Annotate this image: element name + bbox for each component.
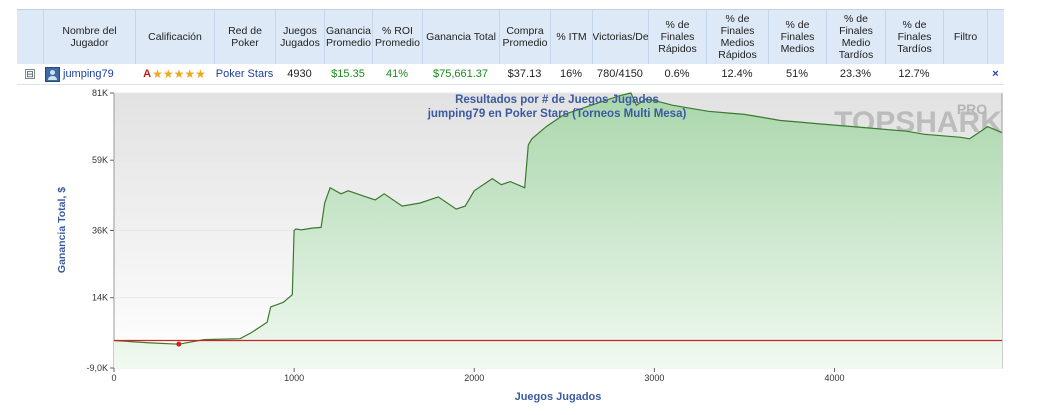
y-tick-label: -9,0K bbox=[86, 363, 108, 373]
wins-cell: 780/4150 bbox=[597, 68, 643, 80]
y-tick-label: 14K bbox=[92, 293, 108, 303]
col-avg-profit[interactable]: Ganancia Promedio bbox=[324, 10, 372, 64]
player-cell: jumping79 bbox=[45, 64, 135, 84]
x-tick-label: 4000 bbox=[824, 373, 844, 383]
total-profit-cell: $75,661.37 bbox=[432, 68, 489, 80]
col-mid-late-finish[interactable]: % de Finales Medio Tardíos bbox=[826, 10, 885, 64]
data-point-marker[interactable] bbox=[176, 341, 182, 347]
roi-cell: 41% bbox=[385, 68, 409, 80]
y-tick-label: 59K bbox=[92, 155, 108, 165]
mid-finish-cell: 51% bbox=[785, 68, 809, 80]
x-tick-label: 2000 bbox=[464, 373, 484, 383]
star-icon: ★ bbox=[195, 67, 206, 81]
rating-cell: A ★★★★★ bbox=[135, 64, 214, 84]
mid-late-finish-cell: 23.3% bbox=[839, 68, 872, 80]
col-wins[interactable]: Victorias/De bbox=[592, 10, 648, 64]
star-icon: ★ bbox=[173, 67, 185, 81]
col-mid-early-finish[interactable]: % de Finales Medios Rápidos bbox=[706, 10, 768, 64]
network-cell: Poker Stars bbox=[215, 68, 274, 80]
col-roi[interactable]: % ROI Promedio bbox=[372, 10, 422, 64]
collapse-toggle[interactable]: ⊟ bbox=[25, 69, 35, 79]
watermark-pro-badge: PRO bbox=[957, 101, 987, 117]
x-tick-label: 1000 bbox=[284, 373, 304, 383]
x-tick-label: 3000 bbox=[644, 373, 664, 383]
col-rating[interactable]: Calificación bbox=[135, 10, 214, 64]
star-icon: ★ bbox=[162, 67, 174, 81]
late-finish-cell: 12.7% bbox=[898, 68, 930, 80]
profit-chart: TOPSHARK PRO 81K 59K 36K 14K -9,0K 0 1000 2000… bbox=[0, 86, 1058, 412]
rating-stars: ★★★★★ bbox=[152, 67, 206, 81]
col-late-finish[interactable]: % de Finales Tardíos bbox=[885, 10, 943, 64]
y-tick-label: 81K bbox=[92, 88, 108, 98]
profit-area bbox=[114, 93, 1002, 368]
avg-profit-cell: $15.35 bbox=[331, 68, 365, 80]
grid-header-row: Nombre del Jugador Calificación Red de P… bbox=[17, 9, 1004, 65]
rating-letter: A bbox=[143, 68, 152, 80]
col-filter[interactable]: Filtro bbox=[943, 10, 987, 64]
col-itm[interactable]: % ITM bbox=[550, 10, 592, 64]
avg-buyin-cell: $37.13 bbox=[507, 68, 542, 80]
mid-early-finish-cell: 12.4% bbox=[721, 68, 753, 80]
remove-filter-icon[interactable]: × bbox=[992, 68, 999, 80]
chart-title: Resultados por # de Juegos Jugados bbox=[455, 94, 659, 106]
y-axis-label: Ganancia Total, $ bbox=[56, 187, 68, 273]
col-avg-buyin[interactable]: Compra Promedio bbox=[499, 10, 550, 64]
avatar bbox=[45, 66, 60, 82]
early-finish-cell: 0.6% bbox=[664, 68, 690, 80]
chart-subtitle: jumping79 en Poker Stars (Torneos Multi … bbox=[427, 108, 687, 120]
star-icon: ★ bbox=[152, 67, 163, 81]
player-stats-grid: Nombre del Jugador Calificación Red de P… bbox=[17, 9, 1004, 87]
col-early-finish[interactable]: % de Finales Rápidos bbox=[648, 10, 706, 64]
col-games[interactable]: Juegos Jugados bbox=[275, 10, 324, 64]
games-cell: 4930 bbox=[287, 68, 312, 80]
player-name-link[interactable]: jumping79 bbox=[63, 68, 114, 80]
x-tick-label: 0 bbox=[111, 373, 116, 383]
star-icon: ★ bbox=[184, 67, 196, 81]
col-network[interactable]: Red de Poker bbox=[214, 10, 275, 64]
y-tick-label: 36K bbox=[92, 226, 108, 236]
x-axis-label: Juegos Jugados bbox=[515, 391, 602, 403]
table-row[interactable]: ⊟ jumping79 A ★★★★★ Poker Stars 4930 $15… bbox=[17, 64, 1004, 85]
itm-cell: 16% bbox=[559, 68, 583, 80]
col-mid-finish[interactable]: % de Finales Medios bbox=[768, 10, 826, 64]
col-total-profit[interactable]: Ganancia Total bbox=[422, 10, 499, 64]
x-axis-ticks: 0 1000 2000 3000 4000 bbox=[111, 368, 845, 383]
col-spacer bbox=[987, 10, 1004, 64]
y-axis-ticks: 81K 59K 36K 14K -9,0K bbox=[86, 88, 114, 373]
col-player-name[interactable]: Nombre del Jugador bbox=[43, 10, 135, 64]
profit-line bbox=[113, 92, 1003, 345]
